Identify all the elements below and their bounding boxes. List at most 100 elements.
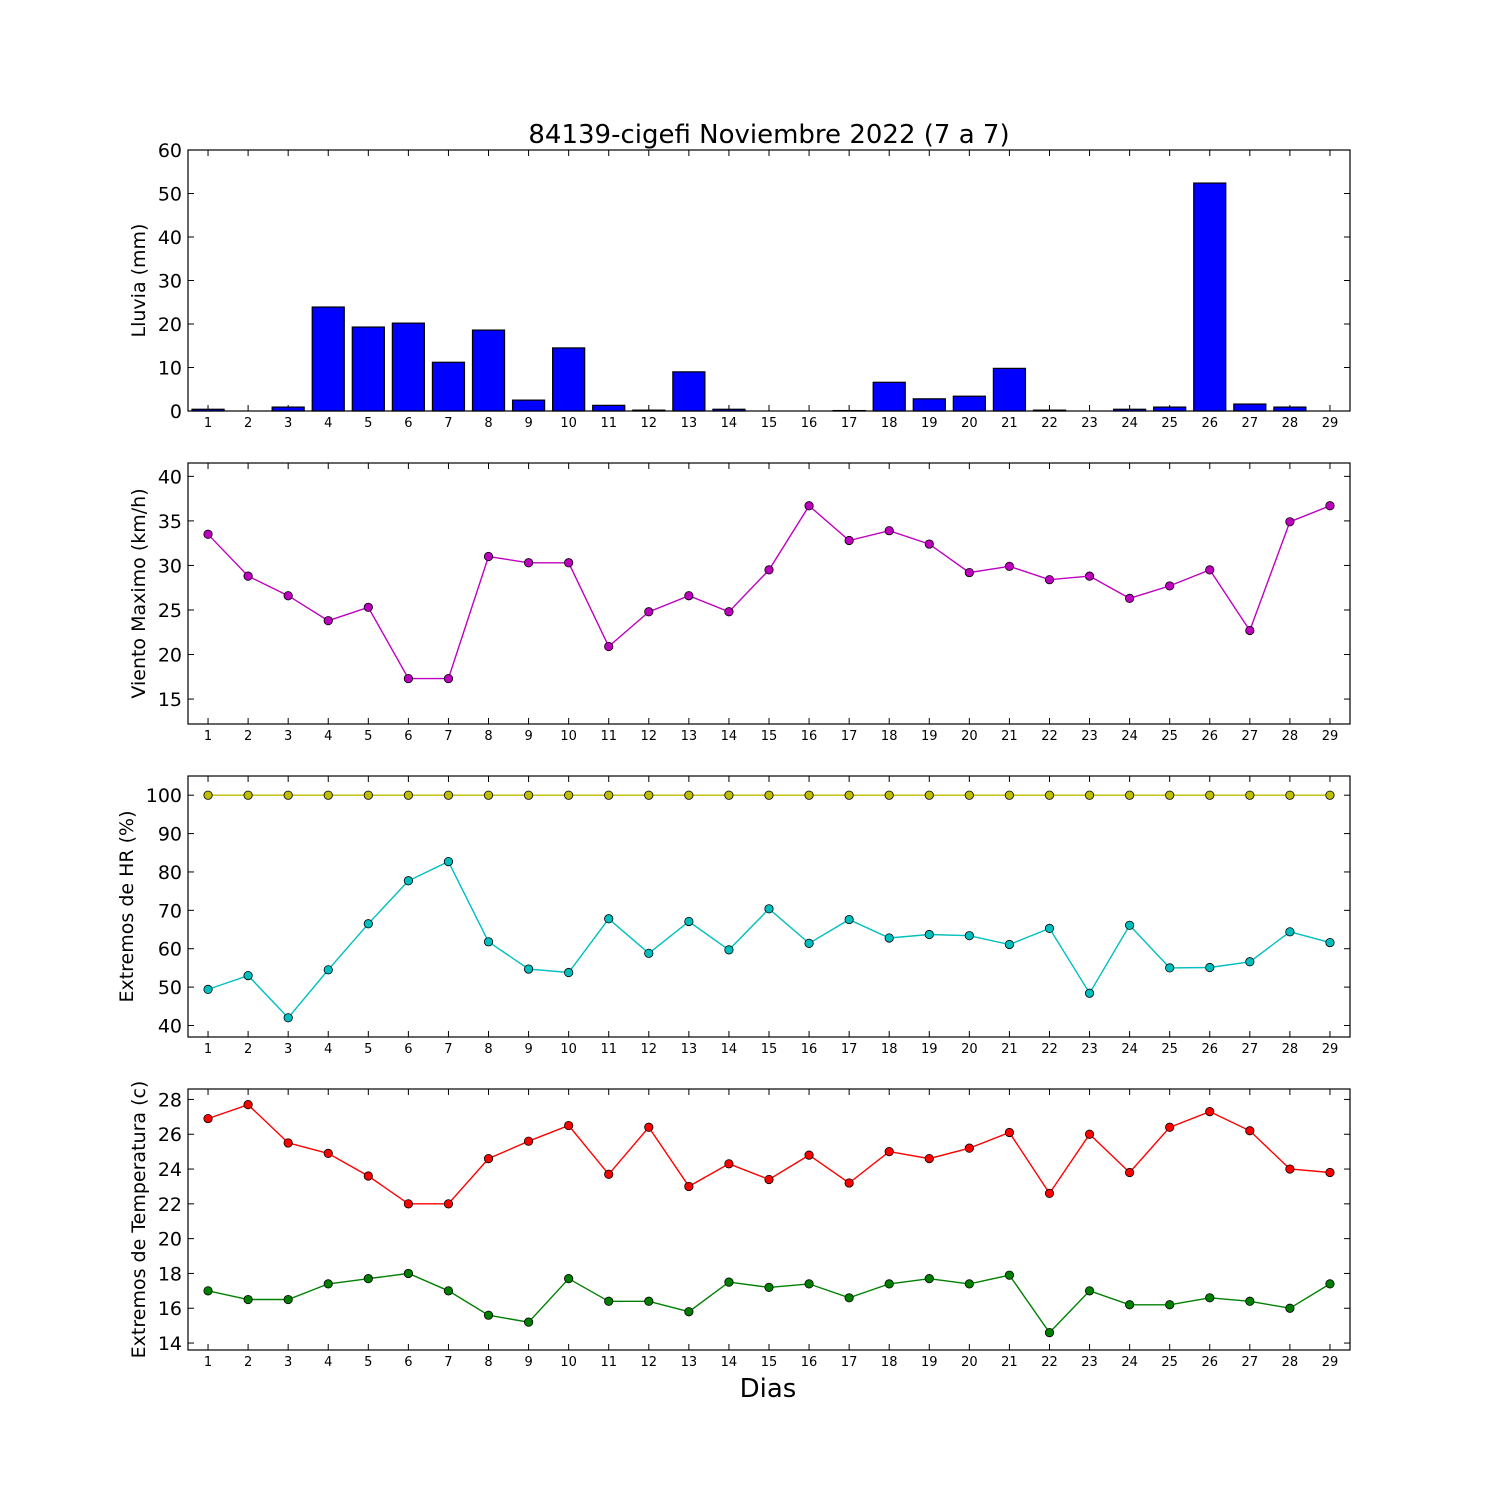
viento-xtick-label: 1: [204, 729, 212, 744]
temperatura-xtick-label: 14: [721, 1355, 738, 1370]
humedad-series-1-point-day-13: [684, 790, 694, 800]
lluvia-xtick-label: 7: [444, 416, 452, 431]
lluvia-xtick-label: 22: [1041, 416, 1058, 431]
humedad-ytick-label: 50: [158, 977, 182, 999]
temperatura-xtick-label: 8: [484, 1355, 492, 1370]
temperatura-series-2-point-day-23: [1084, 1286, 1095, 1296]
humedad-series-2-point-day-9: [523, 964, 534, 974]
lluvia-xtick-label: 6: [404, 416, 412, 431]
viento-xtick-label: 8: [484, 729, 492, 744]
humedad-series-1-point-day-21: [1004, 790, 1015, 800]
viento-xtick-label: 12: [641, 729, 658, 744]
lluvia-xtick-label: 2: [244, 416, 252, 431]
temperatura-series-2-point-day-1: [203, 1286, 213, 1296]
lluvia-bar-day-4: [311, 306, 345, 412]
humedad-xtick-label: 19: [921, 1042, 938, 1057]
temperatura-ytick-label: 28: [158, 1089, 182, 1111]
humedad-series-1-point-day-20: [964, 790, 974, 800]
temperatura-ytick-label: 18: [158, 1263, 182, 1285]
temperatura-ytick-label: 26: [158, 1124, 182, 1146]
viento-ytick-label: 15: [158, 689, 182, 711]
temperatura-series-2-point-day-3: [283, 1294, 293, 1305]
humedad-series-1-point-day-16: [804, 790, 814, 800]
humedad-series-2-point-day-17: [844, 914, 854, 925]
viento-ytick-label: 20: [158, 645, 182, 667]
lluvia-xtick-label: 19: [921, 416, 938, 431]
viento-series-1-point-day-7: [443, 673, 454, 684]
temperatura-xtick-label: 25: [1161, 1355, 1178, 1370]
lluvia-ytick-label: 60: [158, 140, 182, 162]
temperatura-xtick-label: 4: [324, 1355, 332, 1370]
viento-xtick-label: 15: [761, 729, 778, 744]
temperatura-ytick-label: 24: [158, 1159, 182, 1181]
viento-xtick-label: 23: [1081, 729, 1098, 744]
temperatura-series-2-point-day-5: [363, 1274, 373, 1284]
temperatura-xtick-label: 10: [560, 1355, 577, 1370]
viento-series-1-point-day-22: [1044, 575, 1055, 585]
humedad-xtick-label: 14: [721, 1042, 738, 1057]
temperatura-series-2-point-day-8: [483, 1310, 494, 1320]
humedad-ytick-label: 40: [158, 1015, 182, 1037]
viento-series-1-point-day-1: [203, 529, 213, 539]
viento-xtick-label: 20: [961, 729, 978, 744]
lluvia-xtick-label: 15: [761, 416, 778, 431]
temperatura-series-2-point-day-20: [964, 1279, 974, 1289]
humedad-xtick-label: 2: [244, 1042, 252, 1057]
temperatura-series-2-point-day-16: [804, 1279, 814, 1289]
temperatura-series-1-point-day-28: [1285, 1164, 1295, 1174]
lluvia-bar-day-5: [351, 326, 385, 412]
humedad-series-1-point-day-18: [884, 790, 894, 800]
temperatura-series-2-point-day-21: [1004, 1270, 1015, 1280]
temperatura-series-1-point-day-12: [644, 1122, 654, 1132]
viento-xtick-label: 29: [1322, 729, 1339, 744]
viento-ytick-label: 30: [158, 555, 182, 577]
humedad-xtick-label: 5: [364, 1042, 372, 1057]
lluvia-bar-day-3: [271, 406, 305, 412]
lluvia-bar-day-11: [592, 404, 626, 412]
temperatura-xtick-label: 28: [1282, 1355, 1299, 1370]
lluvia-xtick-label: 5: [364, 416, 372, 431]
temperatura-series-2-point-day-28: [1285, 1303, 1295, 1313]
humedad-series-2-point-day-14: [724, 945, 734, 955]
temperatura-series-2-point-day-27: [1245, 1296, 1255, 1306]
temperatura-series-1-point-day-10: [564, 1120, 574, 1131]
viento-series-1-point-day-23: [1084, 571, 1095, 581]
temperatura-xtick-label: 18: [881, 1355, 898, 1370]
humedad-ytick-label: 70: [158, 900, 182, 922]
lluvia-bar-day-6: [391, 322, 426, 412]
viento-series-1-point-day-25: [1165, 581, 1175, 591]
lluvia-xtick-label: 28: [1282, 416, 1299, 431]
temperatura-xtick-label: 12: [641, 1355, 658, 1370]
lluvia-bar-day-19: [912, 398, 946, 412]
viento-series-1-point-day-26: [1205, 565, 1215, 575]
temperatura-series-2-point-day-22: [1044, 1328, 1055, 1338]
temperatura-series-1-point-day-6: [403, 1199, 413, 1209]
viento-xtick-label: 26: [1201, 729, 1218, 744]
viento-xtick-label: 25: [1161, 729, 1178, 744]
lluvia-y-axis-label: Lluvia (mm): [128, 224, 150, 338]
humedad-series-2-point-day-6: [403, 876, 413, 886]
lluvia-ytick-label: 0: [170, 401, 182, 423]
humedad-series-2-point-day-15: [764, 904, 774, 914]
temperatura-xtick-label: 16: [801, 1355, 818, 1370]
viento-xtick-label: 7: [444, 729, 452, 744]
lluvia-xtick-label: 17: [841, 416, 858, 431]
temperatura-xtick-label: 27: [1242, 1355, 1259, 1370]
humedad-series-2-point-day-3: [283, 1013, 293, 1023]
temperatura-series-2-point-day-2: [243, 1294, 253, 1305]
lluvia-bar-day-27: [1233, 403, 1267, 412]
viento-xtick-label: 28: [1282, 729, 1299, 744]
viento-y-axis-label: Viento Maximo (km/h): [128, 488, 150, 698]
temperatura-series-2-point-day-14: [724, 1277, 734, 1287]
lluvia-bar-day-21: [992, 367, 1027, 412]
humedad-series-1-point-day-15: [764, 790, 774, 800]
humedad-xtick-label: 29: [1322, 1042, 1339, 1057]
humedad-series-2-point-day-13: [684, 916, 694, 927]
lluvia-xtick-label: 13: [681, 416, 698, 431]
temperatura-xtick-label: 5: [364, 1355, 372, 1370]
viento-series-1-point-day-18: [884, 526, 894, 536]
humedad-series-1-point-day-19: [924, 790, 934, 800]
